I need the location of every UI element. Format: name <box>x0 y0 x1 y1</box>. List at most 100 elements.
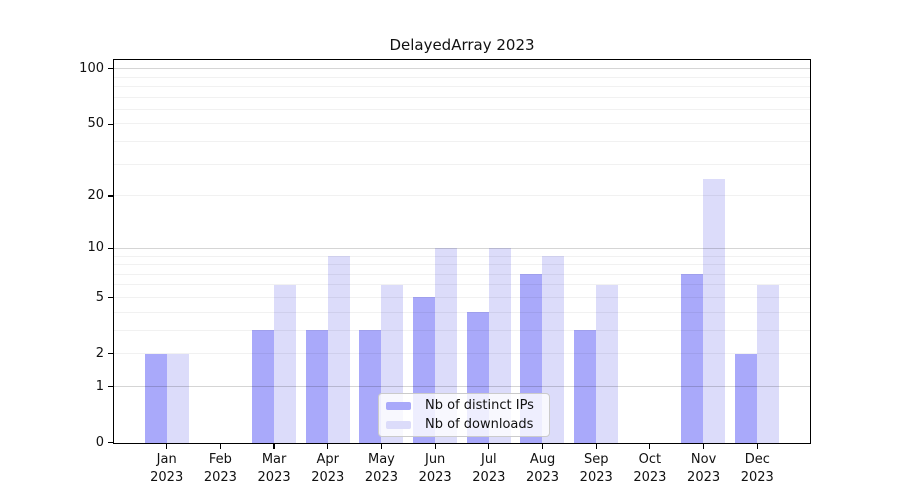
gridline-minor <box>114 163 810 165</box>
gridline-minor <box>114 284 810 286</box>
gridline-minor <box>114 329 810 331</box>
x-tick <box>541 444 544 449</box>
month-label: May <box>368 452 395 467</box>
month-label: Apr <box>316 452 340 467</box>
bar-downloads <box>596 284 619 443</box>
bar-distinct-ips <box>574 330 597 443</box>
gridline-minor <box>114 85 810 87</box>
x-tick <box>273 444 275 449</box>
legend-swatch-distinct-ips <box>386 401 411 410</box>
gridline-minor <box>114 255 810 257</box>
x-tick-label: May 2023 <box>349 451 413 486</box>
x-tick <box>327 444 329 449</box>
y-tick-label: 100 <box>79 60 104 76</box>
y-tick <box>108 353 113 355</box>
bar-distinct-ips <box>681 274 704 443</box>
y-tick <box>108 442 113 444</box>
year-label: 2023 <box>633 469 667 485</box>
y-tick-label: 1 <box>95 378 104 394</box>
gridline-minor <box>114 311 810 313</box>
legend-swatch-downloads <box>386 420 411 429</box>
gridline-minor <box>114 195 810 197</box>
year-label: 2023 <box>579 469 613 485</box>
bar-downloads <box>757 284 780 443</box>
legend-entry-downloads: Nb of downloads <box>386 415 543 434</box>
x-tick-label: Aug 2023 <box>511 451 575 486</box>
x-tick <box>649 444 651 449</box>
legend-entry-distinct-ips: Nb of distinct IPs <box>386 396 543 415</box>
gridline-minor <box>114 123 810 125</box>
month-label: Sep <box>583 452 609 467</box>
y-tick <box>108 68 113 70</box>
month-label: Mar <box>261 452 287 467</box>
x-tick-label: Jan 2023 <box>135 451 199 486</box>
bar-distinct-ips <box>359 330 382 443</box>
month-label: Dec <box>744 452 770 467</box>
y-tick <box>108 386 113 388</box>
month-label: Jul <box>480 452 497 467</box>
bar-distinct-ips <box>251 330 274 443</box>
year-label: 2023 <box>687 469 721 485</box>
x-tick <box>166 444 168 449</box>
x-tick-label: Jul 2023 <box>457 451 521 486</box>
x-tick-label: Dec 2023 <box>725 451 789 486</box>
year-label: 2023 <box>257 469 291 485</box>
x-tick <box>380 444 383 449</box>
gridline-minor <box>114 273 810 275</box>
y-tick-label: 10 <box>87 240 104 256</box>
bar-distinct-ips <box>305 330 328 443</box>
month-label: Jan <box>156 452 177 467</box>
y-tick-label: 0 <box>95 434 104 450</box>
gridline-minor <box>114 296 810 298</box>
gridline-major <box>114 385 810 387</box>
x-tick <box>219 444 221 449</box>
month-label: Nov <box>690 452 717 467</box>
x-tick-label: Nov 2023 <box>672 451 736 486</box>
x-tick-label: Sep 2023 <box>564 451 628 486</box>
year-label: 2023 <box>472 469 506 485</box>
year-label: 2023 <box>150 469 184 485</box>
y-tick <box>108 123 113 125</box>
year-label: 2023 <box>525 469 560 485</box>
legend-label-downloads: Nb of downloads <box>425 417 534 432</box>
bar-downloads <box>327 256 350 443</box>
gridline-minor <box>114 76 810 78</box>
legend: Nb of distinct IPs Nb of downloads <box>378 393 550 437</box>
year-label: 2023 <box>418 469 452 485</box>
x-tick-label: Jun 2023 <box>403 451 467 486</box>
x-tick <box>595 444 597 449</box>
bar-downloads <box>273 284 296 443</box>
grid-layer <box>114 60 810 443</box>
year-label: 2023 <box>364 469 398 485</box>
gridline-minor <box>114 353 810 355</box>
month-label: Jun <box>424 452 446 467</box>
y-tick <box>108 296 113 299</box>
legend-label-distinct-ips: Nb of distinct IPs <box>425 398 534 413</box>
gridline-minor <box>114 264 810 266</box>
gridline-major <box>114 67 810 70</box>
month-label: Feb <box>208 452 232 467</box>
month-label: Oct <box>638 452 662 467</box>
x-tick <box>434 444 436 449</box>
x-tick <box>488 444 490 449</box>
gridline-major <box>114 247 810 249</box>
y-tick <box>108 195 113 197</box>
x-tick-label: Apr 2023 <box>296 451 360 486</box>
y-tick-label: 5 <box>95 289 104 305</box>
bar-downloads <box>703 178 726 443</box>
chart-title: DelayedArray 2023 <box>389 36 535 54</box>
month-label: Aug <box>529 452 556 467</box>
bar-downloads <box>166 353 189 443</box>
plot-area <box>113 59 811 444</box>
bar-distinct-ips <box>144 353 167 443</box>
gridline-minor <box>114 108 810 110</box>
x-tick <box>756 444 758 449</box>
year-label: 2023 <box>203 469 237 485</box>
x-tick-label: Oct 2023 <box>618 451 682 486</box>
gridline-minor <box>114 141 810 143</box>
x-tick-label: Feb 2023 <box>188 451 252 486</box>
y-tick-label: 50 <box>87 116 104 132</box>
x-tick-label: Mar 2023 <box>242 451 306 486</box>
y-tick-label: 2 <box>95 345 104 361</box>
